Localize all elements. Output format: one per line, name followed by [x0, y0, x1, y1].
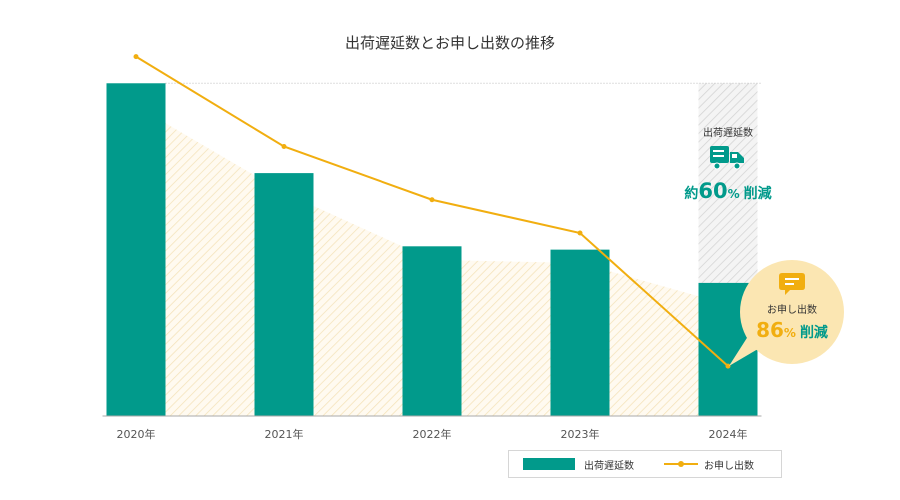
inquiry-point-2020年 [133, 54, 139, 60]
inquiry-percent: 86 [756, 318, 784, 342]
inquiry-point-2024年 [725, 363, 731, 369]
chart-title: 出荷遅延数とお申し出数の推移 [345, 34, 555, 52]
delay-unit: % [728, 187, 740, 201]
reduction-zone [698, 83, 758, 283]
delay-callout-value: 約60% 削減 [684, 179, 771, 203]
legend-swatch-bar [523, 458, 575, 470]
x-tick-label: 2021年 [265, 427, 304, 441]
bar-series [106, 83, 758, 416]
x-tick-label: 2022年 [413, 427, 452, 441]
delay-suffix: 削減 [744, 185, 772, 202]
legend-label-delay: 出荷遅延数 [584, 460, 634, 472]
inquiry-point-2022年 [429, 197, 435, 203]
inquiry-callout: お申し出数 86% 削減 [729, 260, 844, 366]
inquiry-callout-label: お申し出数 [767, 303, 817, 316]
speech-bubble-body [740, 260, 844, 364]
truck-icon [710, 146, 744, 170]
inquiry-points [133, 54, 731, 369]
x-tick-label: 2024年 [709, 427, 748, 441]
delay-prefix: 約 [684, 185, 698, 202]
x-axis-ticks: 2020年 2021年 2022年 2023年 2024年 [117, 427, 748, 441]
delay-percent: 60 [698, 179, 727, 203]
bar-2021年 [254, 173, 314, 416]
inquiry-callout-value: 86% 削減 [756, 318, 828, 342]
inquiry-point-2021年 [281, 143, 287, 149]
inquiry-unit: % [784, 326, 796, 340]
legend-item-delay: 出荷遅延数 [509, 457, 634, 472]
delay-callout-label: 出荷遅延数 [703, 126, 753, 139]
bar-2020年 [106, 83, 166, 416]
bar-2023年 [550, 249, 610, 416]
chat-bubble-icon [779, 273, 805, 295]
inquiry-suffix: 削減 [800, 324, 828, 341]
legend-item-inquiry: お申し出数 [634, 457, 754, 472]
x-tick-label: 2020年 [117, 427, 156, 441]
legend: 出荷遅延数 お申し出数 [508, 450, 782, 478]
delay-callout: 出荷遅延数 約60% 削減 [684, 126, 771, 203]
bar-2022年 [402, 246, 462, 416]
legend-label-inquiry: お申し出数 [704, 460, 754, 472]
x-tick-label: 2023年 [561, 427, 600, 441]
inquiry-point-2023年 [577, 230, 583, 236]
legend-swatch-line [664, 458, 698, 470]
